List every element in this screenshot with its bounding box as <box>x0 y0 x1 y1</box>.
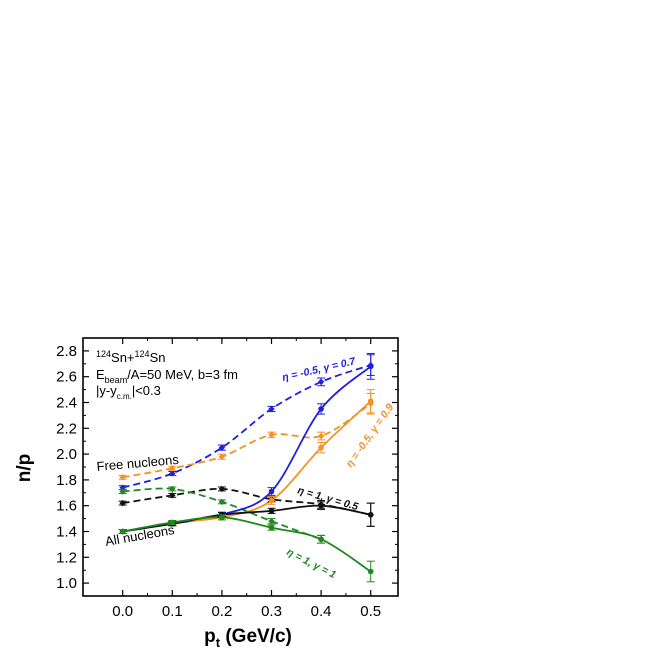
y-tick-label: 1.2 <box>56 549 77 566</box>
data-points <box>118 352 375 583</box>
free-nucleons-label: Free nucleons <box>96 452 180 474</box>
data-point-free-green <box>268 517 275 525</box>
x-axis-title: pt (GeV/c) <box>204 626 292 650</box>
data-point-free-green <box>119 488 126 495</box>
y-tick-label: 1.4 <box>56 524 77 541</box>
x-tick-label: 0.4 <box>311 603 332 620</box>
data-point-all-green <box>169 519 176 526</box>
data-point-all-green <box>367 568 374 575</box>
y-tick-label: 1.6 <box>56 498 77 515</box>
data-point-free-orange <box>119 474 126 481</box>
data-point-free-orange <box>218 453 226 460</box>
x-tick-label: 0.3 <box>261 603 282 620</box>
data-point-free-black <box>218 485 226 493</box>
data-point-free-green <box>169 485 176 493</box>
curve-free-blue <box>122 364 371 489</box>
y-tick-label: 2.8 <box>56 343 77 360</box>
curve-free-orange <box>122 403 372 479</box>
curve-label-blue: η = -0.5, γ = 0.7 <box>281 355 358 384</box>
x-tick-label: 0.0 <box>112 603 133 620</box>
beam-energy-label: Ebeam/A=50 MeV, b=3 fm <box>96 367 238 385</box>
data-point-all-green <box>318 536 324 543</box>
data-point-free-orange <box>268 431 275 438</box>
data-point-all-orange <box>268 497 275 504</box>
data-point-free-orange <box>317 432 325 440</box>
all-nucleons-label: All nucleons <box>104 522 176 549</box>
curve-all-green <box>122 516 372 573</box>
data-point-all-orange <box>367 398 374 405</box>
y-tick-label: 2.4 <box>56 395 77 412</box>
data-point-free-blue <box>218 444 226 451</box>
curve-free-black <box>122 487 371 516</box>
data-point-all-blue <box>268 488 275 495</box>
x-tick-label: 0.5 <box>360 603 381 620</box>
curve-label-orange: η = -0.5, γ = 0.9 <box>344 402 397 470</box>
curve-all-black <box>122 504 371 533</box>
y-tick-label: 2.2 <box>56 420 77 437</box>
data-point-all-blue <box>367 363 374 370</box>
y-tick-label: 2.6 <box>56 369 77 386</box>
x-tick-label: 0.2 <box>211 603 232 620</box>
data-point-all-green <box>219 514 225 521</box>
data-point-all-black <box>367 511 374 518</box>
data-point-all-green <box>119 528 126 535</box>
data-point-all-green <box>268 524 275 531</box>
data-point-free-green <box>218 498 226 506</box>
y-tick-label: 1.8 <box>56 472 77 489</box>
x-tick-label: 0.1 <box>162 603 183 620</box>
y-axis-title: n/p <box>14 454 35 483</box>
y-tick-label: 1.0 <box>56 575 77 592</box>
data-point-free-orange <box>169 465 176 472</box>
data-point-all-black <box>318 502 324 509</box>
axes: 0.0 0.1 0.2 0.3 0.4 0.5 1.0 1.2 1.4 1.6 1.8 2.0 2.2 2… <box>56 337 399 620</box>
data-point-free-blue <box>169 470 176 477</box>
y-tick-label: 2.0 <box>56 446 77 463</box>
data-point-all-orange <box>318 444 324 451</box>
data-point-all-black <box>268 508 275 514</box>
reaction-label: 124Sn+124Sn <box>96 349 165 365</box>
data-point-free-black <box>119 499 126 507</box>
data-point-free-black <box>169 492 176 499</box>
rapidity-cut-label: |y-yc.m.|<0.3 <box>96 383 161 401</box>
data-point-all-blue <box>318 406 324 412</box>
data-point-free-blue <box>268 405 275 413</box>
curve-label-green: η = 1, γ = 1 <box>285 546 338 581</box>
data-point-free-blue <box>317 378 325 386</box>
curve-label-black: η = 1, γ = 0.5 <box>296 484 359 513</box>
